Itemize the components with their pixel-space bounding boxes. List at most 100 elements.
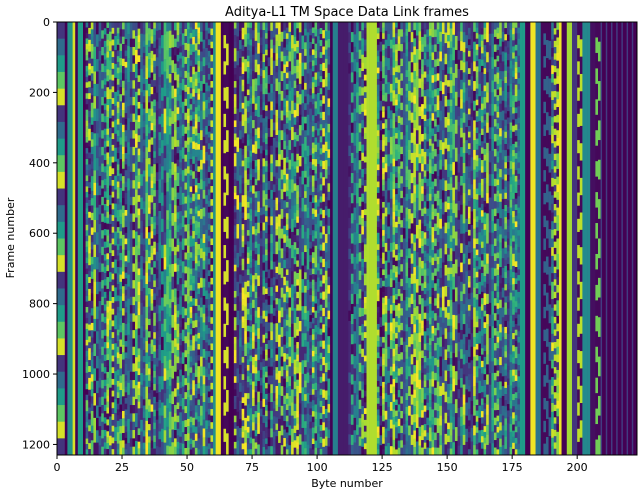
heatmap-cell [135,371,138,386]
heatmap-cell [93,195,97,208]
heatmap-cell [319,232,323,239]
heatmap-cell [142,325,146,332]
heatmap-cell [150,346,154,355]
heatmap-cell [150,375,154,384]
heatmap-cell [142,226,146,233]
heatmap-cell [272,52,276,61]
heatmap-cell [122,88,125,96]
heatmap-cell [181,192,185,205]
heatmap-cell [348,197,352,208]
heatmap-cell [239,373,242,384]
heatmap-cell [137,141,141,149]
heatmap-cell [226,303,229,326]
heatmap-cell [327,404,331,413]
heatmap-cell [317,57,320,65]
heatmap-cell [122,249,125,258]
heatmap-cell [161,113,164,128]
heatmap-cell [270,251,274,261]
heatmap-cell [168,238,172,248]
heatmap-cell [309,355,313,363]
heatmap-cell [306,341,310,353]
heatmap-cell [111,449,115,455]
heatmap-cell [236,368,240,384]
heatmap-cell [194,78,198,87]
heatmap-cell [111,27,115,34]
heatmap-cell [306,207,310,219]
heatmap-cell [106,110,110,118]
heatmap-cell [304,35,307,43]
heatmap-cell [259,393,263,402]
heatmap-cell [109,281,112,292]
heatmap-cell [119,317,123,326]
heatmap-cell [145,272,149,285]
heatmap-cell [106,312,110,319]
heatmap-cell [174,96,177,106]
heatmap-cell [142,114,146,122]
heatmap-cell [174,321,177,331]
heatmap-cell [106,342,110,349]
heatmap-cell [327,378,331,388]
heatmap-cell [275,417,279,424]
heatmap-cell [233,28,237,36]
heatmap-cell [153,429,157,436]
heatmap-cell [202,375,206,385]
heatmap-cell [236,267,240,283]
heatmap-cell [254,122,258,129]
heatmap-cell [252,201,255,211]
heatmap-cell [148,90,151,97]
heatmap-cell [306,186,310,198]
heatmap-cell [197,77,201,84]
heatmap-cell [233,225,237,233]
heatmap-cell [116,335,120,342]
heatmap-cell [200,61,203,72]
heatmap-cell [135,105,138,121]
heatmap-cell [153,164,157,171]
heatmap-cell [111,302,115,310]
heatmap-cell [153,261,157,268]
heatmap-cell [241,247,245,254]
heatmap-cell [179,339,183,346]
heatmap-cell [259,323,263,332]
heatmap-cell [265,99,268,106]
heatmap-cell [111,326,115,333]
heatmap-cell [324,445,328,455]
heatmap-cell [142,139,146,147]
heatmap-cell [298,403,302,415]
heatmap-cell [192,119,196,127]
heatmap-cell [155,446,159,455]
heatmap-cell [272,408,276,417]
heatmap-cell [106,164,110,171]
heatmap-cell [311,159,315,165]
heatmap-cell [158,163,162,172]
heatmap-cell [317,29,320,37]
heatmap-cell [194,291,198,300]
heatmap-cell [350,82,354,93]
heatmap-cell [236,281,240,297]
heatmap-cell [166,238,170,249]
heatmap-cell [275,423,279,431]
heatmap-cell [153,248,157,255]
heatmap-cell [304,407,307,415]
heatmap-cell [257,433,261,445]
heatmap-cell [194,256,198,264]
heatmap-cell [155,66,159,76]
heatmap-cell [285,83,289,90]
heatmap-cell [155,83,159,93]
heatmap-cell [280,445,284,455]
heatmap-cell [111,431,115,438]
heatmap-cell [210,336,214,344]
heatmap-cell [109,310,112,321]
heatmap-cell [241,345,245,352]
heatmap-cell [148,269,151,276]
heatmap-cell [296,178,300,186]
heatmap-cell [205,39,209,49]
heatmap-cell [168,377,172,387]
heatmap-cell [249,437,253,444]
heatmap-cell [322,267,326,276]
heatmap-cell [246,320,250,326]
heatmap-cell [246,353,250,360]
heatmap-cell [272,346,276,355]
heatmap-cell [163,182,167,196]
heatmap-cell [150,224,154,232]
heatmap-cell [262,166,266,175]
